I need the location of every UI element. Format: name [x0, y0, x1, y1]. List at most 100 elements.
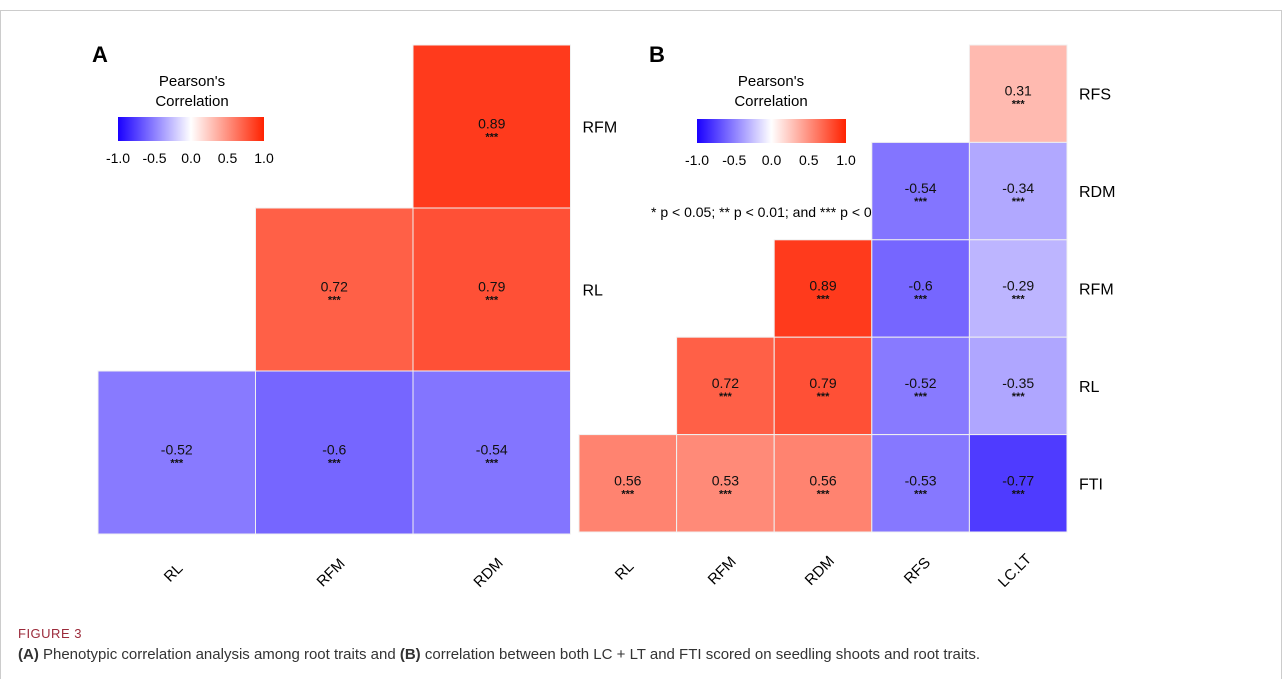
panel-b-cell-significance-label: *** [914, 391, 928, 403]
caption-part-b-text: correlation between both LC + LT and FTI… [420, 646, 981, 663]
panel-b-cell-value-label: 0.53 [712, 472, 739, 488]
caption-part-b-label: (B) [399, 646, 421, 663]
panel-b-y-axis-label: RDM [1079, 184, 1115, 201]
panel-a-heatmap-cell [255, 207, 414, 372]
panel-a-heatmap-cell [412, 370, 571, 535]
panel-b-cell-value-label: -0.54 [905, 180, 937, 196]
panel-b-cell-significance-label: *** [1012, 294, 1026, 306]
panel-b-cell-value-label: -0.29 [1002, 278, 1034, 294]
panel-b-cell-value-label: 0.56 [809, 472, 836, 488]
panel-b-y-axis-label: RL [1079, 379, 1100, 396]
caption-part-a-text: Phenotypic correlation analysis among ro… [38, 646, 400, 663]
panel-b-heatmap-cell [773, 239, 873, 338]
panel-a-legend-tick-label: -0.5 [142, 150, 166, 166]
panel-b-cell-significance-label: *** [621, 488, 635, 500]
panel-b-cell-significance-label: *** [719, 391, 733, 403]
panel-b-heatmap-cell [968, 239, 1068, 338]
panel-b-cell-significance-label: *** [817, 391, 831, 403]
panel-a-x-axis-label: RL [161, 560, 187, 586]
panel-b-cell-value-label: 0.72 [712, 375, 739, 391]
panel-b-legend-tick-label: 0.5 [799, 152, 819, 168]
panel-b-x-axis-label: LC.LT [995, 551, 1035, 591]
panel-b-significance-note: * p < 0.05; ** p < 0.01; and *** p < 0.0… [651, 204, 899, 220]
panel-a-legend-title-line2: Correlation [155, 93, 228, 110]
panel-b-legend-title-line1: Pearson's [738, 73, 804, 90]
panel-b-legend-tick-label: -0.5 [722, 152, 746, 168]
panel-b-heatmap-cell [968, 141, 1068, 241]
figure-frame-top [0, 10, 1282, 11]
panel-b-cell-value-label: 0.79 [809, 375, 836, 391]
panel-a-x-axis-label: RDM [470, 555, 506, 591]
panel-b-cell-significance-label: *** [817, 294, 831, 306]
caption-part-a-label: (A) [18, 646, 39, 663]
panel-a-legend-title-line1: Pearson's [159, 73, 225, 90]
panel-a-cell-significance-label: *** [170, 458, 184, 470]
panel-b-letter: B [649, 42, 665, 67]
panel-a-cell-significance-label: *** [485, 295, 499, 307]
panel-b-heatmap-cell [871, 239, 970, 338]
panel-b-x-axis-label: RFS [901, 554, 934, 587]
panel-b-cell-value-label: 0.31 [1005, 83, 1032, 99]
panel-b-heatmap-cell [773, 336, 873, 436]
panel-b-heatmap-cell [578, 434, 678, 533]
panel-b-x-axis-label: RDM [802, 553, 838, 589]
panel-b-heatmap-cell [968, 336, 1068, 436]
panel-b-legend-bar [697, 119, 846, 143]
panel-b-cell-significance-label: *** [1012, 99, 1026, 111]
panel-a-cell-value-label: 0.72 [321, 279, 348, 295]
panel-b-legend-tick-label: 1.0 [836, 152, 856, 168]
panel-b-x-axis-label: RFM [705, 553, 740, 588]
panel-b-cell-significance-label: *** [817, 488, 831, 500]
panel-b-heatmap-cell [676, 434, 775, 533]
panel-a-legend-tick-label: 1.0 [254, 150, 274, 166]
panel-b-cell-value-label: 0.56 [614, 472, 641, 488]
panel-a-legend-bar [118, 117, 264, 141]
panel-b-cell-value-label: 0.89 [809, 278, 836, 294]
figure-frame-left [0, 10, 1, 679]
panel-b-y-axis-label: RFM [1079, 282, 1114, 299]
panel-b-y-axis-label: RFS [1079, 87, 1111, 104]
panel-a-cell-significance-label: *** [328, 458, 342, 470]
panel-a-cell-value-label: -0.6 [322, 442, 346, 458]
panel-b-cell-value-label: -0.52 [905, 375, 937, 391]
panel-a-y-axis-label: RFM [583, 120, 618, 137]
panel-b-legend-tick-label: 0.0 [762, 152, 782, 168]
panel-a-cell-value-label: 0.79 [478, 279, 505, 295]
panel-a-legend-tick-label: 0.0 [181, 150, 201, 166]
panel-a-cell-significance-label: *** [328, 295, 342, 307]
panel-b-heatmap-cell [968, 434, 1068, 533]
panel-b-heatmap-cell [968, 44, 1068, 143]
panel-a-cell-significance-label: *** [485, 132, 499, 144]
panel-a-cell-value-label: -0.54 [476, 442, 508, 458]
panel-a-legend-tick-label: -1.0 [106, 150, 130, 166]
chart-canvas: A Pearson's Correlation -1.0 -0.5 0.0 0.5 1.… [92, 42, 1115, 591]
panel-b-legend-tick-label: -1.0 [685, 152, 709, 168]
panel-b-cell-value-label: -0.6 [909, 278, 933, 294]
panel-a-cell-significance-label: *** [485, 458, 499, 470]
panel-b-cell-significance-label: *** [719, 488, 733, 500]
panel-b-cell-value-label: -0.77 [1002, 472, 1034, 488]
panel-a-cell-value-label: 0.89 [478, 116, 505, 132]
panel-a-legend-tick-label: 0.5 [218, 150, 238, 166]
panel-a-letter: A [92, 42, 108, 67]
panel-b-cell-value-label: -0.53 [905, 472, 937, 488]
panel-b-heatmap-cell [871, 434, 970, 533]
panel-b-cell-value-label: -0.35 [1002, 375, 1034, 391]
panel-b-cell-significance-label: *** [914, 294, 928, 306]
caption-block: FIGURE 3 (A) Phenotypic correlation anal… [18, 626, 1268, 663]
panel-b-heatmap-cell [871, 336, 970, 436]
panel-a-cell-value-label: -0.52 [161, 442, 193, 458]
panel-b-cell-significance-label: *** [1012, 196, 1026, 208]
panel-b-heatmap-cell [676, 336, 775, 436]
panel-b-x-axis-label: RL [612, 558, 638, 584]
figure-caption: (A) Phenotypic correlation analysis amon… [18, 646, 1268, 663]
panel-b-cell-value-label: -0.34 [1002, 180, 1034, 196]
panel-b-y-axis-label: FTI [1079, 476, 1103, 493]
panel-a-x-axis-label: RFM [314, 555, 349, 590]
panel-b-cell-significance-label: *** [1012, 391, 1026, 403]
panel-b-cell-significance-label: *** [914, 488, 928, 500]
figure-label: FIGURE 3 [18, 626, 82, 641]
panel-b-legend-title-line2: Correlation [734, 93, 807, 110]
panel-b-cell-significance-label: *** [1012, 488, 1026, 500]
